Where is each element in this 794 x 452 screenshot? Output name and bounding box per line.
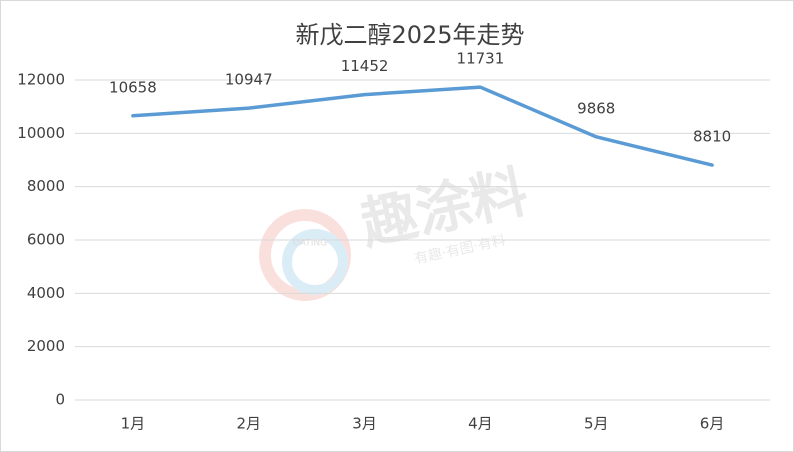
data-label: 8810 [693, 128, 731, 146]
watermark: OATING 趣涂料 有趣·有图·有料 [259, 159, 533, 301]
data-label: 9868 [577, 99, 615, 117]
watermark-logo-text: OATING [293, 239, 327, 249]
data-label: 11452 [341, 57, 389, 75]
y-tick-label: 4000 [27, 284, 65, 302]
x-tick-label: 3月 [352, 415, 377, 433]
data-label: 10658 [109, 78, 157, 96]
data-label: 10947 [225, 71, 273, 89]
x-tick-label: 4月 [468, 415, 493, 433]
y-tick-label: 12000 [17, 71, 65, 89]
x-tick-label: 6月 [700, 415, 725, 433]
y-tick-label: 6000 [27, 231, 65, 249]
x-tick-label: 1月 [121, 415, 146, 433]
chart-title: 新戊二醇2025年走势 [295, 21, 524, 49]
line-series [131, 85, 714, 167]
y-tick-label: 2000 [27, 337, 65, 355]
y-tick-label: 8000 [27, 177, 65, 195]
y-tick-label: 0 [55, 391, 65, 409]
y-tick-label: 10000 [17, 124, 65, 142]
data-label: 11731 [457, 50, 505, 68]
x-tick-label: 2月 [236, 415, 261, 433]
watermark-logo [259, 209, 351, 301]
watermark-logo [282, 229, 348, 295]
x-tick-label: 5月 [584, 415, 609, 433]
